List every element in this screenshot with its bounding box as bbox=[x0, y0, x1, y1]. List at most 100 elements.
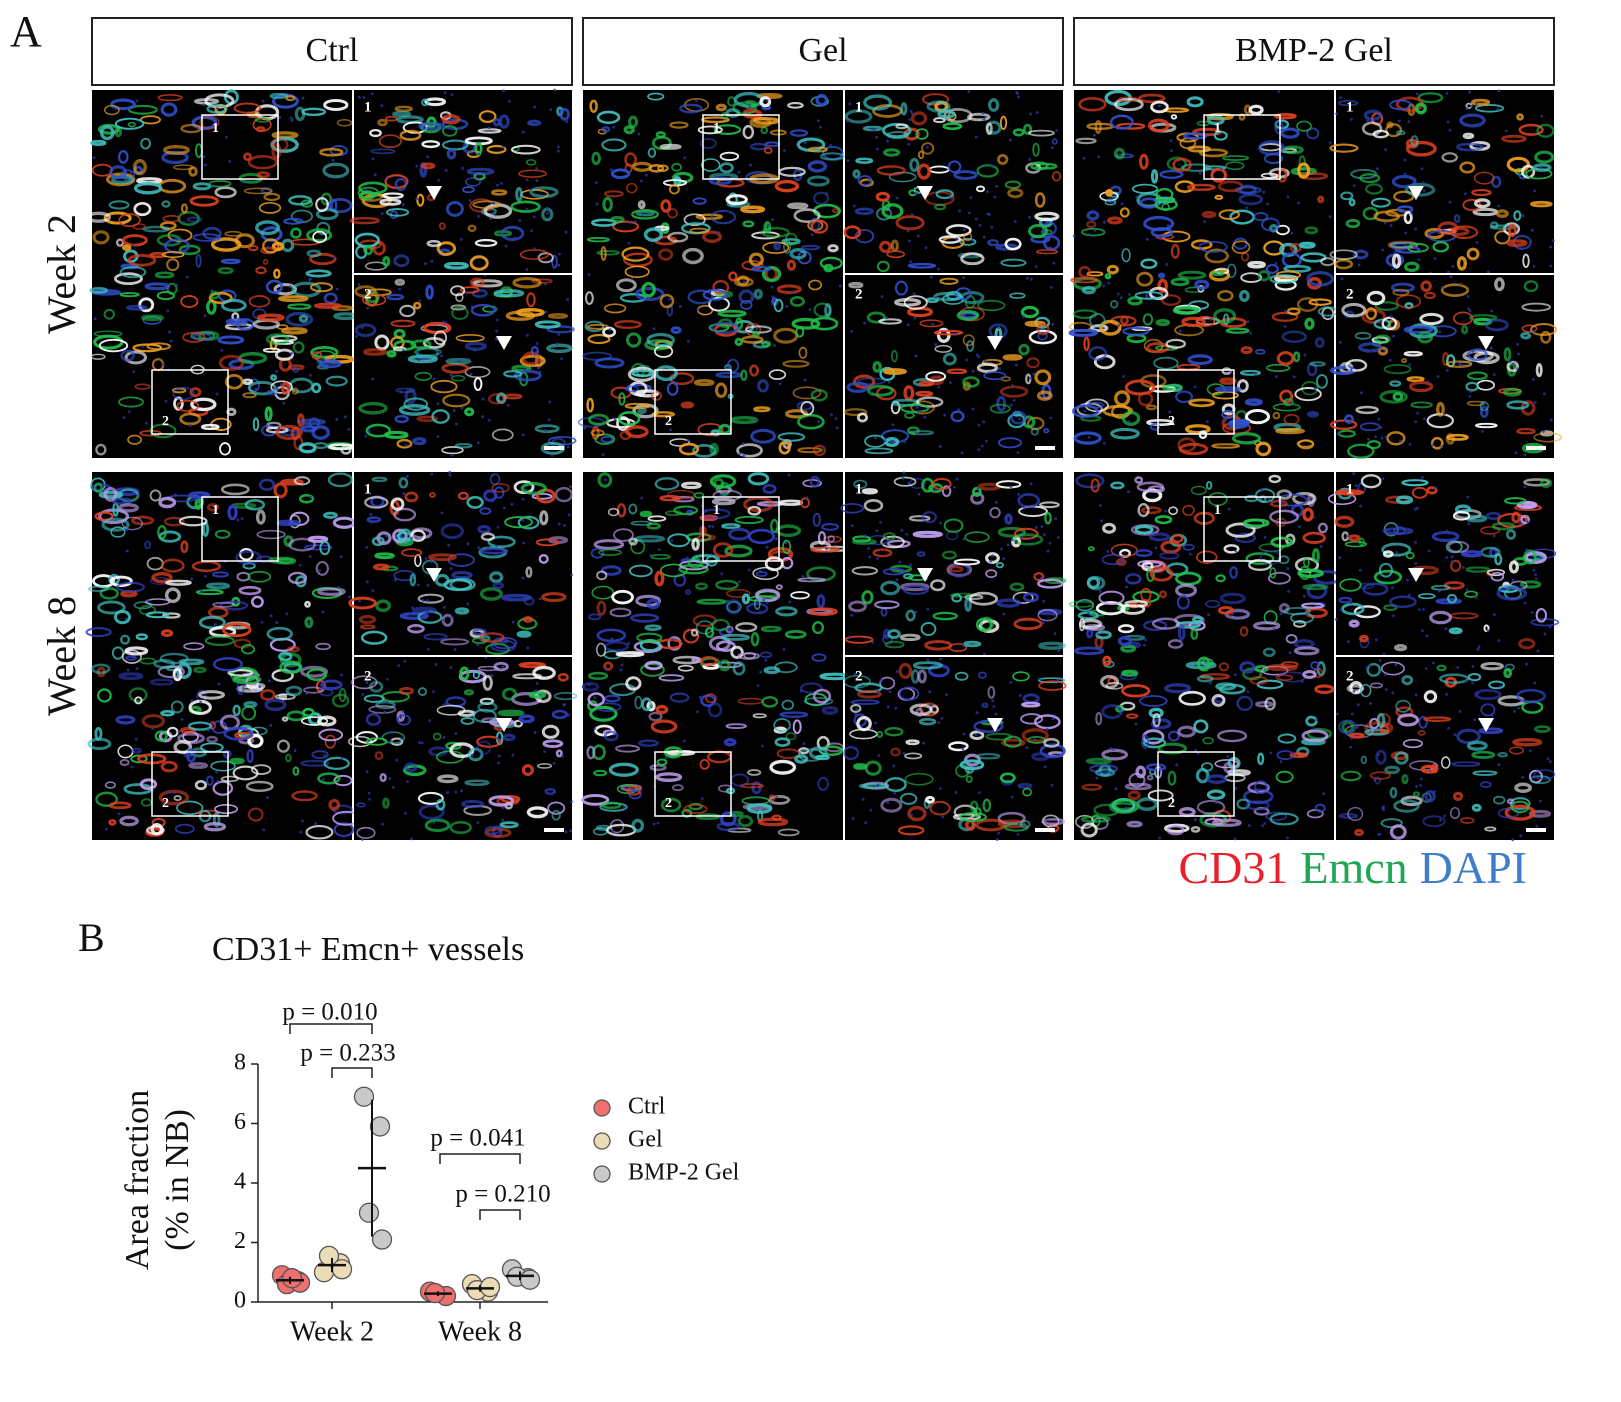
tissue-structure bbox=[1109, 114, 1134, 130]
tissue-structure bbox=[1105, 188, 1114, 197]
tissue-structure bbox=[683, 804, 708, 815]
tissue-structure bbox=[512, 673, 543, 680]
tissue-structure bbox=[1213, 308, 1237, 325]
tissue-structure bbox=[1306, 127, 1320, 140]
tissue-structure bbox=[118, 672, 144, 681]
nucleus bbox=[497, 761, 500, 765]
nucleus bbox=[1368, 664, 1372, 667]
nucleus bbox=[1096, 632, 1100, 636]
tissue-structure bbox=[287, 571, 308, 585]
nucleus bbox=[367, 429, 371, 433]
nucleus bbox=[633, 220, 637, 224]
nucleus bbox=[521, 433, 525, 437]
tissue-structure bbox=[777, 828, 800, 837]
tissue-structure bbox=[399, 612, 429, 620]
tissue-structure bbox=[628, 503, 638, 515]
tissue-structure bbox=[759, 96, 772, 108]
tissue-structure bbox=[199, 115, 220, 130]
tissue-structure bbox=[750, 631, 760, 647]
tissue-structure bbox=[479, 507, 492, 515]
nucleus bbox=[1433, 486, 1437, 490]
nucleus bbox=[737, 170, 741, 174]
tissue-structure bbox=[154, 730, 168, 742]
tissue-structure bbox=[736, 275, 750, 286]
tissue-structure bbox=[124, 655, 137, 661]
nucleus bbox=[627, 641, 631, 645]
nucleus bbox=[385, 701, 389, 704]
tissue-structure bbox=[1134, 291, 1164, 300]
tissue-structure bbox=[853, 374, 876, 389]
nucleus bbox=[367, 518, 371, 522]
tissue-structure bbox=[492, 636, 518, 650]
tissue-structure bbox=[819, 152, 845, 161]
tissue-structure bbox=[910, 111, 928, 126]
nucleus bbox=[1170, 149, 1173, 153]
tissue-structure bbox=[858, 783, 889, 789]
nucleus bbox=[1467, 307, 1471, 311]
tissue-structure bbox=[679, 103, 703, 114]
tissue-structure bbox=[683, 213, 706, 227]
nucleus bbox=[1233, 837, 1237, 841]
nucleus bbox=[1403, 158, 1407, 162]
tissue-structure bbox=[708, 296, 730, 312]
tissue-structure bbox=[110, 526, 126, 538]
nucleus bbox=[141, 345, 144, 349]
tissue-structure bbox=[1147, 118, 1170, 133]
tissue-structure bbox=[390, 319, 416, 328]
tissue-structure bbox=[964, 597, 972, 612]
nucleus bbox=[231, 675, 235, 679]
tissue-structure bbox=[91, 663, 111, 675]
nucleus bbox=[1525, 520, 1529, 524]
tissue-structure bbox=[219, 600, 249, 611]
inset-box bbox=[654, 751, 732, 817]
tissue-structure bbox=[734, 515, 764, 525]
nucleus bbox=[912, 292, 916, 296]
nucleus bbox=[1414, 420, 1418, 424]
nucleus bbox=[487, 418, 491, 422]
tissue-structure bbox=[178, 515, 208, 527]
tissue-structure bbox=[718, 659, 731, 672]
inset-number: 1 bbox=[1346, 481, 1354, 497]
tissue-structure bbox=[279, 660, 303, 675]
tissue-structure bbox=[963, 232, 973, 242]
tissue-structure bbox=[752, 713, 767, 719]
tissue-structure bbox=[1300, 252, 1327, 263]
tissue-structure bbox=[254, 116, 272, 123]
tissue-structure bbox=[596, 570, 608, 581]
nucleus bbox=[134, 737, 138, 741]
nucleus bbox=[1446, 120, 1450, 124]
nucleus bbox=[835, 426, 839, 430]
nucleus bbox=[501, 806, 505, 810]
tissue-structure bbox=[315, 642, 331, 651]
nucleus bbox=[1179, 641, 1183, 645]
tissue-structure bbox=[180, 203, 188, 214]
nucleus bbox=[1127, 490, 1130, 494]
tissue-structure bbox=[1094, 120, 1102, 135]
nucleus bbox=[410, 536, 413, 540]
inset-box bbox=[702, 496, 780, 562]
tissue-structure bbox=[942, 122, 963, 131]
nucleus bbox=[1000, 547, 1003, 551]
nucleus bbox=[1328, 141, 1332, 144]
tissue-structure bbox=[192, 182, 212, 191]
tissue-structure bbox=[526, 806, 549, 819]
tissue-structure bbox=[596, 250, 620, 256]
tissue-structure bbox=[1255, 441, 1272, 457]
tissue-structure bbox=[655, 704, 669, 715]
nucleus bbox=[479, 637, 483, 641]
tissue-structure bbox=[247, 570, 272, 583]
nucleus bbox=[1032, 372, 1036, 376]
nucleus bbox=[1142, 643, 1146, 647]
nucleus bbox=[759, 670, 763, 674]
nucleus bbox=[1465, 107, 1469, 111]
nucleus bbox=[442, 125, 446, 129]
tissue-structure bbox=[478, 110, 497, 123]
tissue-structure bbox=[293, 476, 311, 486]
tissue-structure bbox=[715, 640, 736, 652]
nucleus bbox=[1127, 117, 1131, 120]
nucleus bbox=[854, 713, 858, 716]
tissue-structure bbox=[1075, 137, 1097, 145]
tissue-structure bbox=[586, 237, 610, 243]
data-point bbox=[371, 1229, 393, 1250]
tissue-structure bbox=[816, 594, 826, 609]
